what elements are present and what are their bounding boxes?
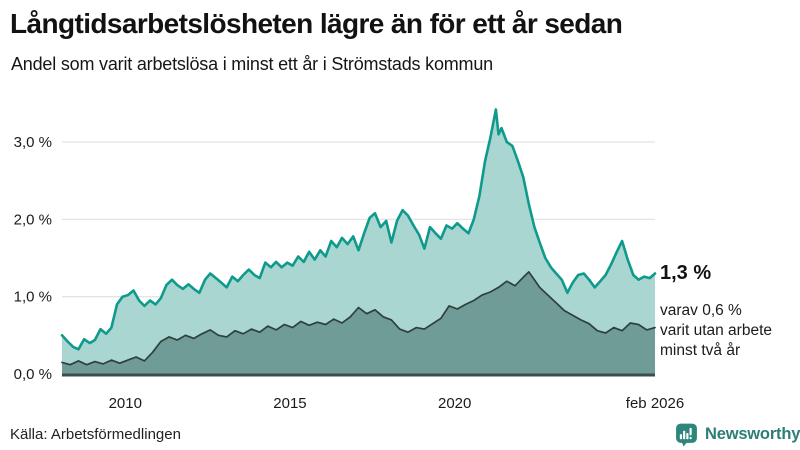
- y-tick-label: 1,0 %: [14, 289, 52, 306]
- newsworthy-wordmark: Newsworthy: [705, 425, 800, 443]
- chart-subtitle: Andel som varit arbetslösa i minst ett å…: [11, 54, 493, 74]
- series-line-0: [60, 108, 657, 351]
- newsworthy-brand: Newsworthy: [674, 422, 800, 447]
- series-line-1: [61, 271, 656, 366]
- source-label: Källa: Arbetsförmedlingen: [10, 426, 181, 443]
- y-tick-label: 2,0 %: [14, 211, 52, 228]
- series-area-1: [62, 271, 655, 374]
- x-tick-label: 2015: [273, 395, 306, 412]
- end-value-label: 1,3 %: [660, 262, 712, 284]
- secondary-annotation: varav 0,6 % varit utan arbete minst två …: [660, 302, 773, 359]
- x-tick-label: feb 2026: [626, 395, 684, 412]
- page-title: Långtidsarbetslösheten lägre än för ett …: [10, 8, 623, 39]
- x-tick-label: 2020: [438, 395, 471, 412]
- y-tick-label: 3,0 %: [14, 134, 52, 151]
- x-tick-label: 2010: [109, 395, 142, 412]
- newsworthy-logo-icon: [676, 423, 697, 447]
- y-tick-label: 0,0 %: [14, 366, 52, 383]
